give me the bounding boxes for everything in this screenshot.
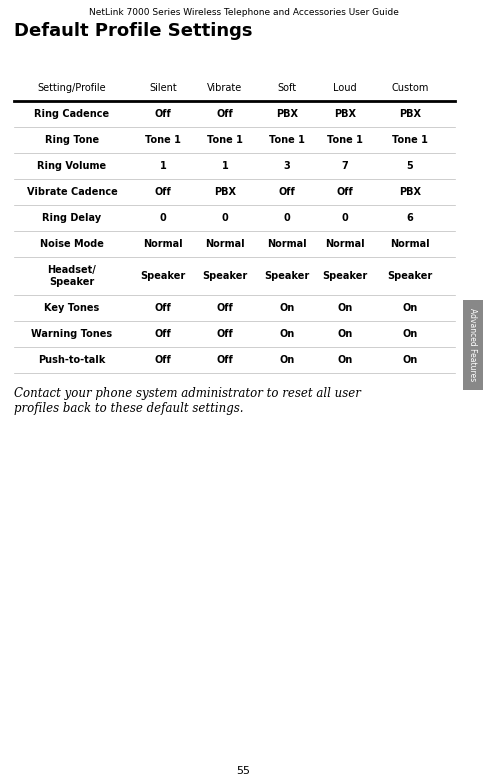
Text: Ring Delay: Ring Delay <box>42 213 102 223</box>
Text: Tone 1: Tone 1 <box>207 135 243 145</box>
Text: Tone 1: Tone 1 <box>392 135 428 145</box>
Text: 0: 0 <box>283 213 290 223</box>
Text: Advanced Features: Advanced Features <box>468 308 477 382</box>
Text: Off: Off <box>217 329 233 339</box>
Text: Ring Volume: Ring Volume <box>37 161 107 171</box>
Text: Soft: Soft <box>278 83 297 93</box>
Text: Default Profile Settings: Default Profile Settings <box>14 22 252 40</box>
Text: Vibrate Cadence: Vibrate Cadence <box>27 187 117 197</box>
Text: 1: 1 <box>160 161 167 171</box>
Text: Tone 1: Tone 1 <box>145 135 181 145</box>
Text: On: On <box>337 303 353 313</box>
Text: 0: 0 <box>222 213 228 223</box>
Text: Headset/
Speaker: Headset/ Speaker <box>48 265 96 287</box>
Text: Setting/Profile: Setting/Profile <box>37 83 106 93</box>
Text: Normal: Normal <box>325 239 365 249</box>
Text: On: On <box>402 303 418 313</box>
Text: PBX: PBX <box>399 187 421 197</box>
Text: Normal: Normal <box>390 239 430 249</box>
Text: Key Tones: Key Tones <box>44 303 100 313</box>
Text: Loud: Loud <box>333 83 357 93</box>
Text: On: On <box>337 329 353 339</box>
Text: PBX: PBX <box>214 187 236 197</box>
Text: Speaker: Speaker <box>322 271 368 281</box>
Text: On: On <box>280 355 295 365</box>
Text: Speaker: Speaker <box>387 271 432 281</box>
Text: On: On <box>280 303 295 313</box>
Text: Off: Off <box>155 329 171 339</box>
Text: On: On <box>402 329 418 339</box>
Text: Ring Cadence: Ring Cadence <box>35 109 110 119</box>
Text: Contact your phone system administrator to reset all user
profiles back to these: Contact your phone system administrator … <box>14 387 361 415</box>
Text: Speaker: Speaker <box>264 271 310 281</box>
Text: 3: 3 <box>283 161 290 171</box>
Text: On: On <box>402 355 418 365</box>
Text: Off: Off <box>279 187 296 197</box>
Text: Off: Off <box>155 355 171 365</box>
Text: Push-to-talk: Push-to-talk <box>38 355 106 365</box>
Text: Off: Off <box>155 303 171 313</box>
Text: NetLink 7000 Series Wireless Telephone and Accessories User Guide: NetLink 7000 Series Wireless Telephone a… <box>89 8 398 17</box>
Text: Off: Off <box>155 187 171 197</box>
Text: PBX: PBX <box>276 109 298 119</box>
Text: Ring Tone: Ring Tone <box>45 135 99 145</box>
Text: Off: Off <box>155 109 171 119</box>
Text: Warning Tones: Warning Tones <box>32 329 112 339</box>
Text: PBX: PBX <box>334 109 356 119</box>
Text: Normal: Normal <box>205 239 245 249</box>
Text: Custom: Custom <box>392 83 429 93</box>
Text: Normal: Normal <box>267 239 307 249</box>
Text: 0: 0 <box>341 213 348 223</box>
Text: Tone 1: Tone 1 <box>327 135 363 145</box>
Text: 55: 55 <box>237 766 250 776</box>
Text: Speaker: Speaker <box>203 271 247 281</box>
Text: Silent: Silent <box>149 83 177 93</box>
Text: 1: 1 <box>222 161 228 171</box>
Text: Off: Off <box>337 187 354 197</box>
Text: Vibrate: Vibrate <box>207 83 243 93</box>
Text: Tone 1: Tone 1 <box>269 135 305 145</box>
Text: PBX: PBX <box>399 109 421 119</box>
Text: Off: Off <box>217 355 233 365</box>
Text: On: On <box>337 355 353 365</box>
Text: On: On <box>280 329 295 339</box>
Text: Noise Mode: Noise Mode <box>40 239 104 249</box>
Text: 7: 7 <box>341 161 348 171</box>
Text: 6: 6 <box>407 213 413 223</box>
Text: 5: 5 <box>407 161 413 171</box>
Bar <box>463 300 483 390</box>
Text: Off: Off <box>217 109 233 119</box>
Text: Off: Off <box>217 303 233 313</box>
Text: Normal: Normal <box>143 239 183 249</box>
Text: Speaker: Speaker <box>140 271 186 281</box>
Text: 0: 0 <box>160 213 167 223</box>
